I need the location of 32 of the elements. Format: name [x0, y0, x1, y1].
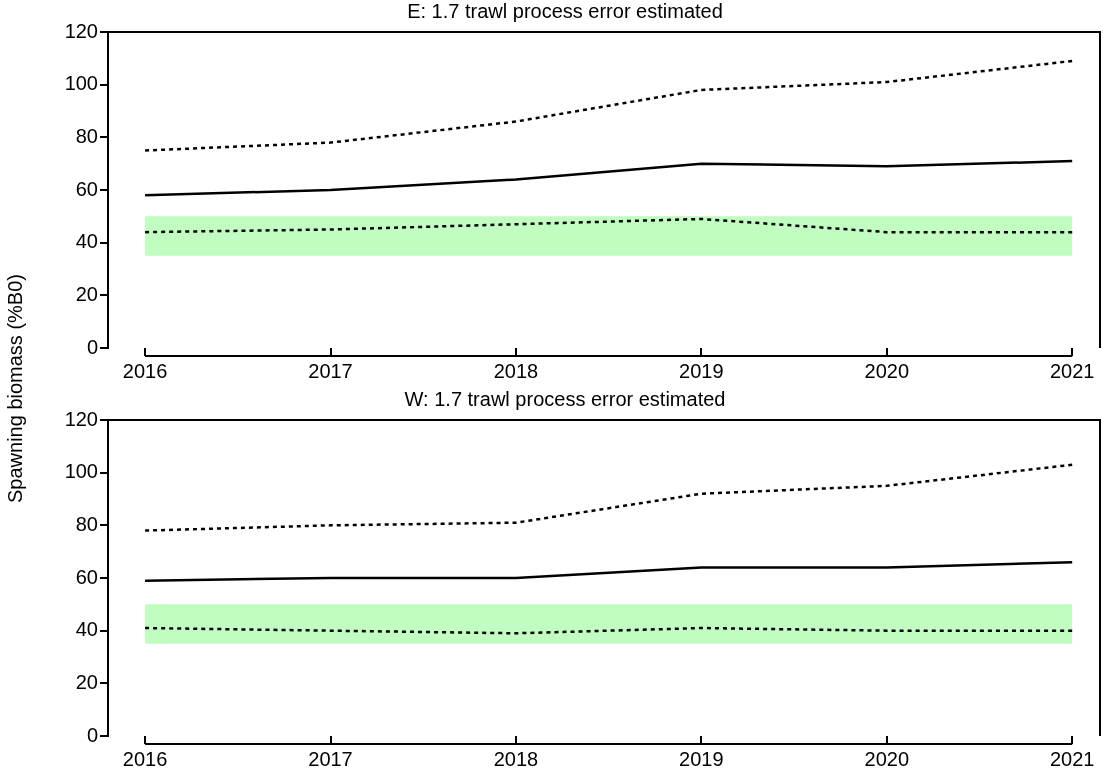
- line-series: [143, 463, 1074, 532]
- x-tick-label: 2016: [122, 747, 168, 770]
- x-tick-label: 2021: [1049, 747, 1095, 770]
- chart-title: W: 1.7 trawl process error estimated: [404, 387, 726, 410]
- x-tick-label: 2019: [679, 747, 724, 770]
- x-tick-label: 2017: [308, 359, 353, 382]
- x-tick-label: 2021: [1049, 359, 1095, 382]
- y-axis-title: Spawning biomass (%B0): [3, 273, 27, 503]
- y-tick-label: 100: [64, 72, 98, 95]
- y-tick-label: 60: [75, 177, 98, 200]
- y-tick-label: 0: [86, 335, 98, 358]
- y-tick-label: 120: [64, 407, 98, 430]
- x-tick-label: 2019: [679, 359, 724, 382]
- x-tick-label: 2020: [864, 747, 910, 770]
- y-tick-label: 80: [75, 512, 98, 535]
- y-tick-label: 40: [75, 618, 98, 641]
- x-tick-label: 2018: [493, 359, 539, 382]
- x-tick-label: 2017: [308, 747, 353, 770]
- y-tick-label: 100: [64, 460, 98, 483]
- x-tick-label: 2016: [122, 359, 168, 382]
- x-tick-label: 2020: [864, 359, 910, 382]
- y-tick-label: 20: [75, 282, 98, 305]
- y-tick-label: 20: [75, 670, 98, 693]
- line-series: [143, 59, 1074, 152]
- y-tick-label: 0: [86, 723, 98, 746]
- y-tick-label: 80: [75, 124, 98, 147]
- y-tick-label: 120: [64, 19, 98, 42]
- y-tick-label: 60: [75, 565, 98, 588]
- chart-title: E: 1.7 trawl process error estimated: [407, 0, 723, 22]
- y-tick-label: 40: [75, 230, 98, 253]
- x-tick-label: 2018: [493, 747, 539, 770]
- line-series: [143, 217, 1074, 234]
